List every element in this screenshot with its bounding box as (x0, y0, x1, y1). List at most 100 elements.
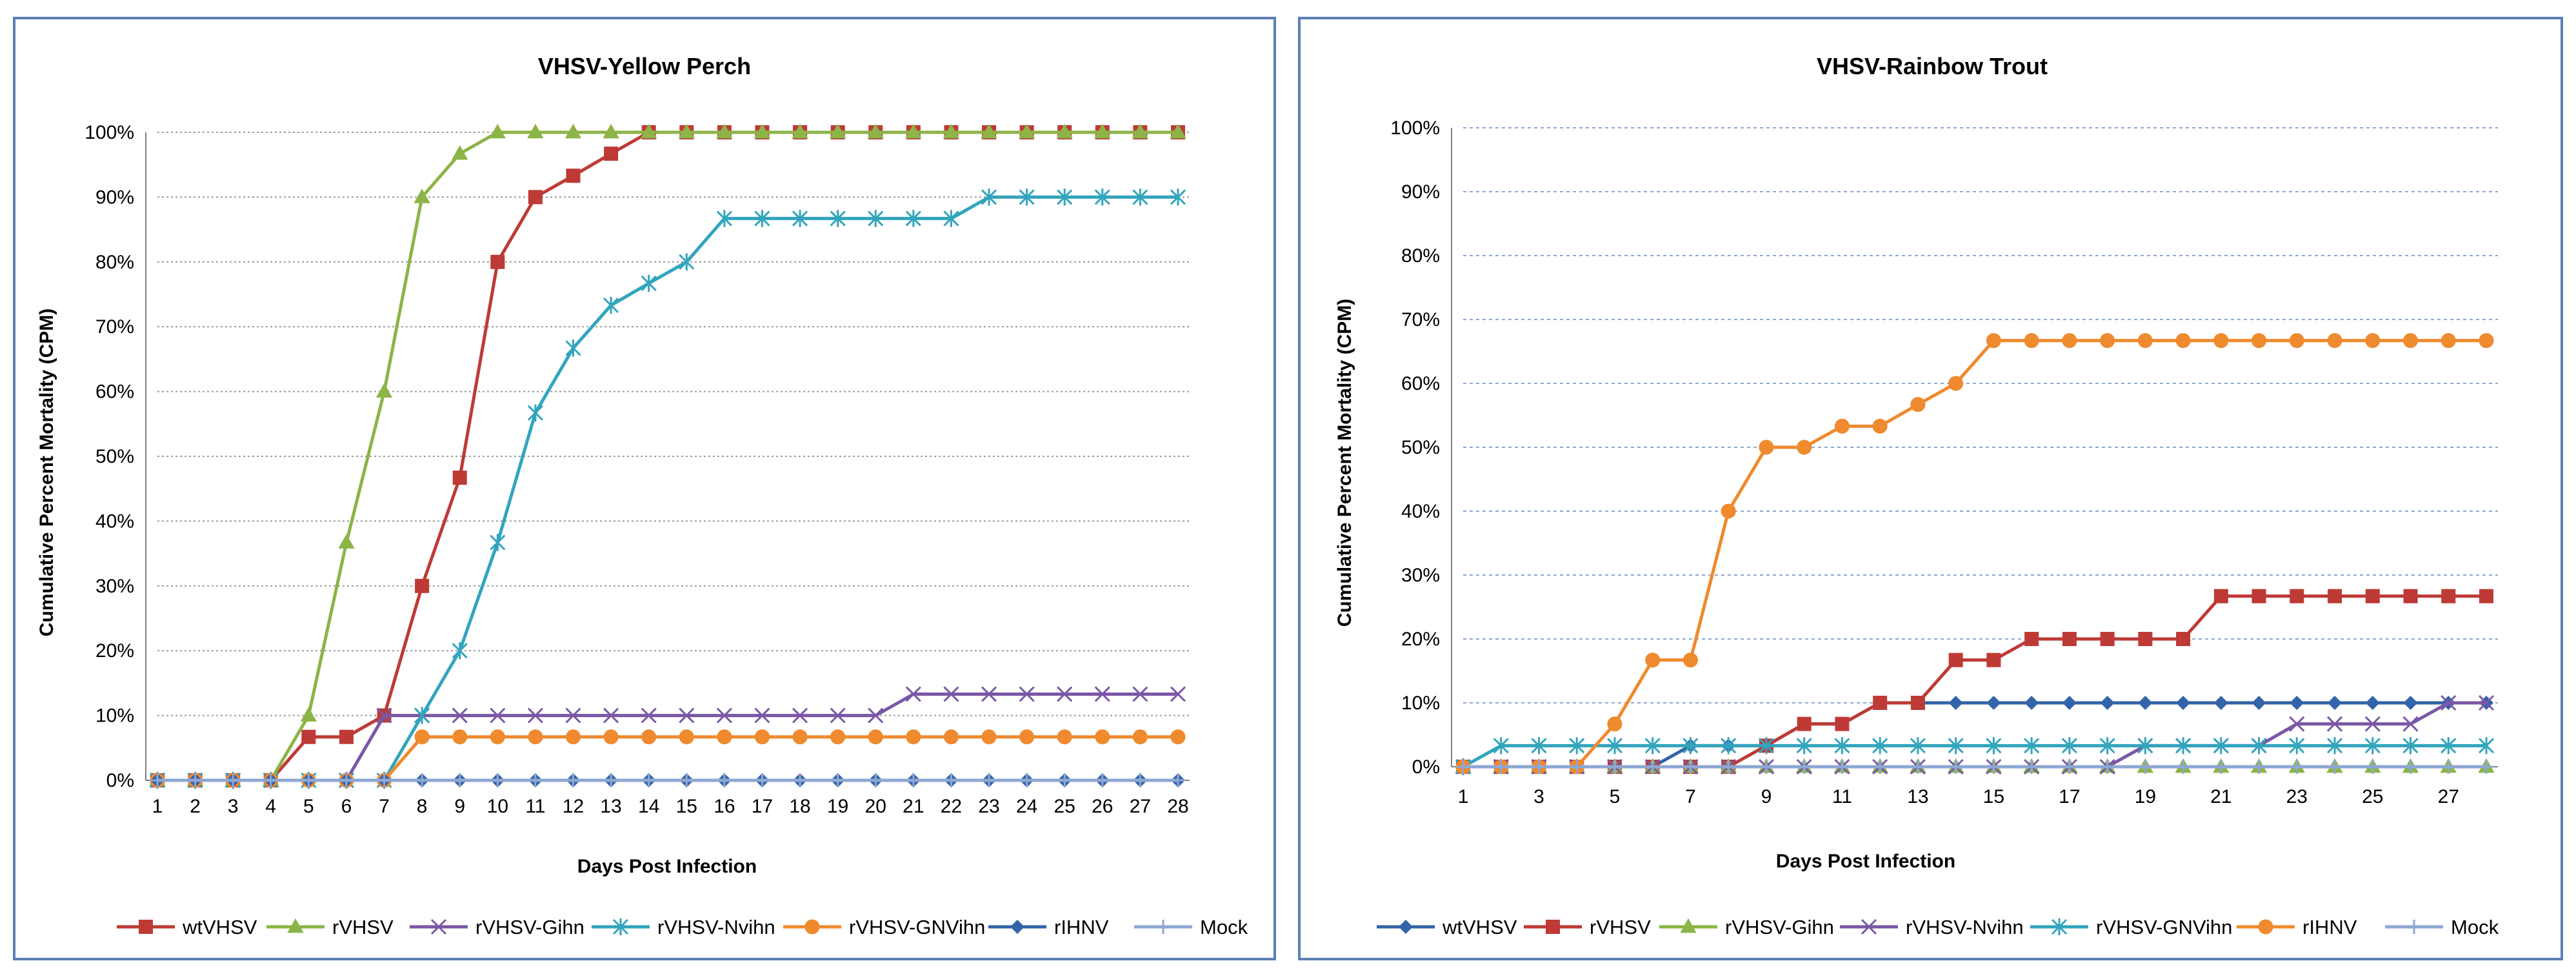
data-point (830, 210, 846, 227)
data-point (338, 534, 355, 549)
data-point (528, 190, 543, 205)
data-point (830, 707, 846, 724)
data-point (1645, 653, 1661, 668)
data-point (641, 729, 657, 745)
x-tick-labels: 1 2 3 4 5 6 7 8 9 10 11 12 13 14 15 16 17 18 19 20 21 22 23 24 2… (152, 796, 1189, 817)
x-tick-label: 25 (2362, 786, 2383, 807)
data-point (1797, 716, 1812, 731)
x-tick-label: 23 (978, 796, 999, 817)
legend-item-rvhsv-gnvihn: rVHSV-GNVihn (783, 916, 985, 938)
data-point (188, 773, 203, 787)
y-tick-label: 90% (1401, 181, 1440, 203)
legend-marker (430, 918, 447, 935)
y-tick-label: 0% (106, 770, 134, 791)
legend-item-mock: Mock (2385, 916, 2499, 938)
data-point (2326, 737, 2343, 754)
data-point (2100, 696, 2115, 710)
data-point (2364, 737, 2381, 754)
data-point (603, 123, 619, 139)
y-tick-label: 50% (1401, 437, 1440, 458)
y-tick-label: 70% (95, 316, 134, 338)
legend-marker (2407, 920, 2421, 934)
legend-label: rVHSV-Gihn (1725, 916, 1834, 938)
x-tick-label: 15 (1983, 786, 2004, 807)
legend-marker (2051, 918, 2068, 936)
data-point (1682, 653, 1698, 668)
data-point (1532, 760, 1546, 774)
legend-label: rVHSV-Nvihn (657, 916, 775, 938)
data-point (2213, 696, 2228, 710)
data-point (2290, 589, 2304, 603)
x-tick-label: 27 (1130, 796, 1151, 817)
legend-item-wtvhsv: wtVHSV (1377, 916, 1517, 938)
series-mock (150, 773, 1185, 787)
y-tick-label: 40% (1401, 501, 1440, 522)
legend-marker (1156, 920, 1170, 934)
y-tick-label: 10% (1401, 693, 1440, 714)
data-point (415, 578, 430, 593)
data-point (452, 145, 468, 160)
data-point (868, 707, 884, 724)
data-point (830, 773, 845, 787)
x-tick-label: 19 (2135, 786, 2156, 807)
legend-marker (804, 919, 820, 935)
data-point (641, 773, 656, 787)
legend-label: rVHSV-GNVihn (849, 916, 985, 938)
chart-rainbow-trout: VHSV-Rainbow Trout Days Post Infection C… (1334, 53, 2499, 938)
x-tick-label: 5 (1610, 786, 1621, 807)
x-axis-label: Days Post Infection (577, 856, 757, 877)
data-point (830, 123, 846, 139)
x-tick-label: 3 (1533, 786, 1544, 807)
x-tick-label: 15 (676, 796, 697, 817)
data-point (2024, 737, 2040, 754)
legend-marker (1861, 918, 1877, 935)
x-tick-label: 7 (379, 796, 390, 817)
x-tick-label: 20 (865, 796, 886, 817)
data-point (1170, 123, 1186, 139)
data-point (717, 729, 732, 745)
legend-marker (139, 920, 153, 934)
data-point (490, 773, 505, 787)
y-tick-labels: 0% 10% 20% 30% 40% 50% 60% 70% 80% 90% 100% (1390, 117, 1440, 778)
legend-label: rIHNV (2302, 916, 2357, 938)
legend: wtVHSV rVHSV rVHSV-Gihn rVHSV-Nvihn rVHSV-GN… (117, 916, 1248, 938)
data-point (489, 123, 506, 139)
data-point (868, 729, 883, 745)
data-point (716, 707, 732, 724)
data-point (490, 254, 505, 269)
data-point (905, 686, 921, 702)
y-tick-label: 60% (95, 381, 134, 403)
data-point (1531, 737, 1547, 754)
data-point (1683, 760, 1698, 774)
data-point (717, 773, 732, 787)
data-point (2441, 737, 2457, 754)
data-point (150, 773, 165, 787)
data-point (2402, 333, 2419, 349)
x-tick-label: 19 (827, 796, 848, 817)
data-point (1607, 716, 1622, 732)
y-tick-label: 80% (95, 252, 134, 273)
data-point (830, 729, 846, 745)
legend-label: rVHSV-Nvihn (1906, 916, 2024, 938)
data-point (1170, 729, 1186, 745)
series-rihnv (1455, 333, 2494, 775)
data-point (2328, 696, 2342, 710)
data-point (1721, 760, 1736, 774)
y-tick-label: 30% (95, 576, 134, 597)
y-tick-label: 100% (1390, 117, 1440, 139)
data-point (2213, 333, 2229, 349)
legend: wtVHSV rVHSV rVHSV-Gihn rVHSV-Nvihn rVHSV-GN… (1377, 916, 2499, 938)
data-point (1019, 188, 1035, 206)
data-point (1759, 760, 1773, 774)
data-point (679, 253, 695, 270)
data-point (943, 210, 959, 227)
legend-label: rVHSV (1590, 916, 1651, 938)
data-point (1948, 760, 1963, 774)
data-point (2100, 333, 2115, 349)
data-point (2478, 737, 2495, 754)
legend-label: rIHNV (1054, 916, 1109, 938)
data-point (905, 210, 921, 227)
data-point (1872, 737, 1888, 754)
data-point (2289, 333, 2304, 349)
data-point (528, 773, 543, 787)
